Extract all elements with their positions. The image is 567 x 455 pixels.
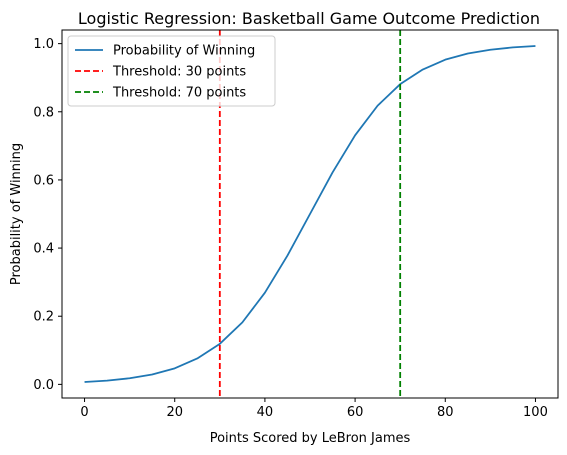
y-tick-label: 0.4	[33, 242, 54, 257]
y-tick-label: 1.0	[33, 37, 54, 52]
y-tick-label: 0.0	[33, 378, 54, 393]
legend: Probability of Winning Threshold: 30 poin…	[67, 35, 276, 107]
x-axis-label: Points Scored by LeBron James	[210, 431, 411, 446]
legend-label: Threshold: 70 points	[112, 86, 246, 101]
chart-title: Logistic Regression: Basketball Game Out…	[78, 9, 540, 28]
legend-label: Probability of Winning	[113, 44, 255, 59]
y-tick-label: 0.6	[33, 173, 54, 188]
y-tick-label: 0.8	[33, 105, 54, 120]
plot-frame	[61, 29, 559, 399]
y-tick-label: 0.2	[33, 310, 54, 325]
series-line-0	[84, 45, 536, 383]
x-tick-label: 80	[437, 405, 454, 420]
chart-marks	[84, 30, 536, 398]
x-tick-label: 40	[257, 405, 274, 420]
legend-label: Threshold: 30 points	[112, 65, 246, 80]
x-tick-label: 0	[80, 405, 88, 420]
x-tick-label: 100	[523, 405, 548, 420]
y-axis: 0.0 0.2 0.4 0.6 0.8 1.0	[33, 37, 62, 393]
x-tick-label: 60	[347, 405, 364, 420]
y-axis-label: Probability of Winning	[9, 143, 24, 285]
legend-box	[67, 35, 276, 107]
x-axis: 0 20 40 60 80 100	[80, 398, 548, 420]
x-tick-label: 20	[166, 405, 183, 420]
